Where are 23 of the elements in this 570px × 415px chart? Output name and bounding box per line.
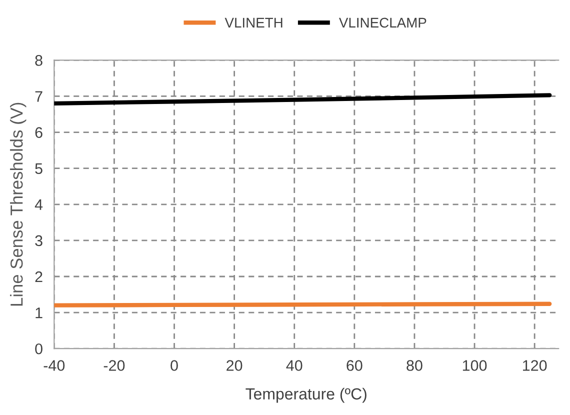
legend-label: VLINETH bbox=[224, 18, 282, 28]
y-tick-label: 5 bbox=[35, 163, 42, 174]
x-tick-label: 120 bbox=[523, 360, 547, 371]
y-tick-label: 0 bbox=[35, 343, 42, 354]
x-tick-label: 0 bbox=[170, 360, 178, 371]
x-tick-label: 60 bbox=[346, 360, 362, 371]
y-tick-label: 6 bbox=[35, 127, 42, 138]
y-axis-title: Line Sense Thresholds (V) bbox=[10, 102, 26, 306]
x-tick-label: 20 bbox=[226, 360, 242, 371]
y-tick-label: 8 bbox=[35, 55, 42, 66]
y-tick-label: 7 bbox=[35, 91, 42, 102]
x-tick-label: 40 bbox=[286, 360, 302, 371]
y-tick-label: 4 bbox=[34, 199, 43, 210]
y-tick-label: 1 bbox=[36, 308, 42, 318]
x-tick-label: -40 bbox=[44, 360, 65, 371]
line-series bbox=[54, 93, 552, 106]
x-axis-title: Temperature (ºC) bbox=[246, 388, 366, 403]
y-tick-label: 3 bbox=[35, 235, 42, 246]
x-tick-label: 100 bbox=[462, 360, 487, 371]
y-tick-label: 2 bbox=[35, 271, 42, 282]
legend-label: VLINECLAMP bbox=[338, 18, 426, 28]
x-tick-label: -20 bbox=[104, 360, 125, 371]
x-tick-label: 80 bbox=[406, 360, 422, 371]
